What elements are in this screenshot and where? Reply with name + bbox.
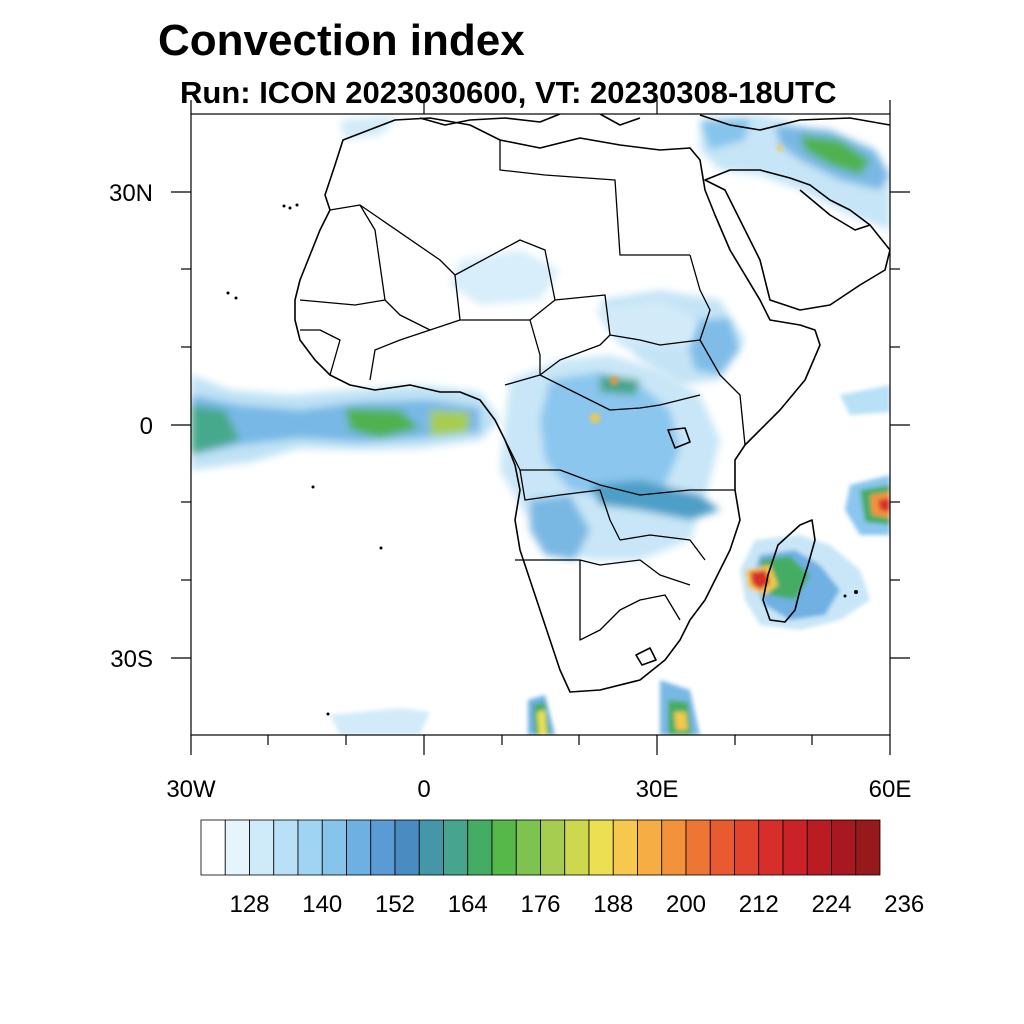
madagascar-red (750, 570, 770, 590)
colorbar: 128 140 152 164 176 188 200 212 224 236 (200, 819, 924, 918)
colorbar-box (249, 819, 275, 876)
angola-blob (530, 495, 590, 560)
colorbar-box (515, 819, 541, 876)
sahara-light2 (595, 300, 700, 345)
colorbar-box (491, 819, 517, 876)
med-light (340, 115, 400, 140)
island-cape-verde-2 (234, 296, 238, 300)
south-atlantic-light (330, 708, 430, 735)
map-subtitle: Run: ICON 2023030600, VT: 20230308-18UTC (180, 75, 837, 110)
itcz-band-core2 (430, 410, 470, 436)
coastlines (294, 114, 890, 693)
colorbar-box (297, 819, 323, 876)
madagascar-coastline (762, 519, 816, 623)
y-tick-label-0: 0 (140, 413, 153, 440)
itcz-band-mid (191, 395, 480, 455)
colorbar-box (200, 819, 226, 876)
colorbar-box (564, 819, 590, 876)
colorbar-box (831, 819, 857, 876)
colorbar-box (734, 819, 760, 876)
x-tick-label-30w: 30W (166, 776, 216, 803)
colorbar-label: 176 (520, 891, 560, 918)
colorbar-label: 200 (666, 891, 706, 918)
colorbar-label: 212 (739, 891, 779, 918)
colorbar-box (321, 819, 347, 876)
colorbar-box (637, 819, 663, 876)
y-tick-label-30s: 30S (110, 646, 153, 673)
colorbar-label: 164 (448, 891, 488, 918)
islands (226, 203, 858, 716)
colorbar-label: 140 (302, 891, 342, 918)
south-streak-2c (674, 712, 688, 730)
ethiopia-mid (688, 318, 740, 375)
colorbar-box (588, 819, 614, 876)
colorbar-box (540, 819, 566, 876)
island-cape-verde-1 (226, 291, 230, 295)
island-canary-1 (282, 204, 286, 208)
south-streak-1c (537, 710, 547, 735)
x-tick-label-30e: 30E (636, 776, 679, 803)
colorbar-box (685, 819, 711, 876)
island-st-helena (379, 546, 383, 550)
colorbar-box (418, 819, 444, 876)
colorbar-box (855, 819, 881, 876)
country-borders (299, 140, 761, 641)
island-reunion (843, 594, 847, 598)
hotspot-1 (610, 377, 618, 385)
central-africa-mid (540, 372, 680, 500)
island-tristan (326, 712, 330, 716)
hotspot-2 (590, 413, 600, 423)
gulf-coastline (799, 189, 871, 231)
colorbar-label: 128 (229, 891, 269, 918)
island-canary-2 (288, 206, 292, 210)
colorbar-box (467, 819, 493, 876)
lake-lesotho (635, 647, 657, 666)
hotspot-3 (777, 145, 783, 151)
island-ascension (311, 485, 315, 489)
colorbar-box (806, 819, 832, 876)
indian-ocean-blob-red (878, 498, 890, 512)
africa-coastline (294, 117, 821, 693)
map-title: Convection index (158, 16, 525, 65)
colorbar-box (370, 819, 396, 876)
axis-ticks (171, 100, 910, 755)
colorbar-label: 236 (884, 891, 924, 918)
island-canary-3 (295, 203, 299, 207)
lake-victoria (667, 427, 691, 449)
border-set (299, 140, 761, 641)
colorbar-box (661, 819, 687, 876)
island-mauritius (854, 590, 858, 594)
convection-field (191, 115, 890, 735)
colorbar-box (709, 819, 735, 876)
arabia-coastline (704, 169, 890, 311)
map-plot-area (191, 114, 890, 735)
x-tick-label-60e: 60E (869, 776, 912, 803)
colorbar-box (443, 819, 469, 876)
central-africa-green (600, 375, 640, 395)
colorbar-box (782, 819, 808, 876)
colorbar-label: 224 (811, 891, 851, 918)
colorbar-box (273, 819, 299, 876)
mideast-strong (800, 135, 870, 175)
east-ocean-light (840, 385, 890, 415)
colorbar-box (612, 819, 638, 876)
colorbar-label: 152 (375, 891, 415, 918)
itcz-band-strong (191, 405, 240, 455)
colorbar-box (758, 819, 784, 876)
colorbar-label: 188 (593, 891, 633, 918)
y-tick-label-30n: 30N (109, 180, 153, 207)
europe-coastline (419, 114, 890, 131)
mideast-light (700, 115, 890, 230)
colorbar-box (394, 819, 420, 876)
x-tick-label-0: 0 (417, 776, 430, 803)
colorbar-box (224, 819, 250, 876)
colorbar-box (346, 819, 372, 876)
sahara-light (450, 250, 560, 305)
itcz-band-core (345, 408, 420, 438)
